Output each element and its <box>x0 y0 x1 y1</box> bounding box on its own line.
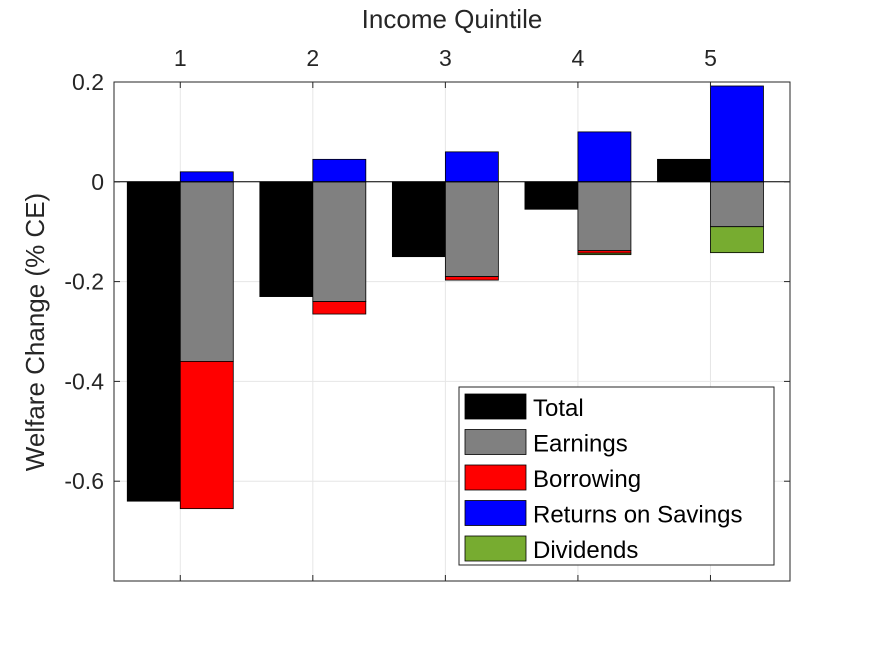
bar-returns-on-savings-q1 <box>179 171 234 183</box>
bar-returns-on-savings-q4 <box>577 131 632 183</box>
legend-swatch-earnings <box>464 429 527 455</box>
y-tick-label: 0.2 <box>72 69 104 95</box>
bar-earnings-q2 <box>312 181 367 302</box>
bar-returns-on-savings-q3 <box>444 151 499 183</box>
legend-label: Borrowing <box>533 466 641 493</box>
legend-swatch-dividends <box>464 535 527 562</box>
bar-earnings-q1 <box>179 181 234 362</box>
x-tick-label: 2 <box>306 45 319 71</box>
bar-dividends-q5 <box>710 226 764 254</box>
bar-total-q3 <box>391 181 446 258</box>
legend-label: Earnings <box>533 431 628 458</box>
y-tick-label: -0.4 <box>64 368 104 394</box>
x-tick-label: 3 <box>439 45 452 71</box>
y-tick-label: 0 <box>91 169 104 195</box>
bar-earnings-q5 <box>710 181 764 228</box>
bar-returns-on-savings-q2 <box>312 158 367 183</box>
bar-borrowing-q2 <box>312 301 367 315</box>
bar-total-q1 <box>126 181 181 502</box>
bar-earnings-q3 <box>444 181 499 278</box>
legend-swatch-total <box>464 393 527 420</box>
x-axis-title: Income Quintile <box>362 4 543 34</box>
y-tick-label: -0.6 <box>64 468 104 494</box>
legend-label: Total <box>533 395 584 422</box>
legend-swatch-returns-on-savings <box>464 500 527 526</box>
x-tick-label: 1 <box>174 45 187 71</box>
x-tick-label: 4 <box>572 45 585 71</box>
bar-dividends-q4 <box>577 252 632 256</box>
legend-swatch-borrowing <box>464 464 527 491</box>
y-tick-label: -0.2 <box>64 269 104 295</box>
x-tick-label: 5 <box>704 45 717 71</box>
plot-frame <box>113 81 791 582</box>
legend: Total Earnings Borrowing Returns on Savings… <box>458 386 775 566</box>
y-tick-labels: 0.2 0 -0.2 -0.4 -0.6 <box>64 69 790 494</box>
bar-total-q5 <box>657 158 711 183</box>
legend-label: Returns on Savings <box>533 502 742 529</box>
bar-borrowing-q1 <box>179 361 234 510</box>
bar-returns-on-savings-q5 <box>710 85 764 183</box>
y-axis-title: Welfare Change (% CE) <box>20 193 50 471</box>
bar-earnings-q4 <box>577 181 632 252</box>
bar-borrowing-q3 <box>444 276 499 281</box>
x-tick-labels: 1 2 3 4 5 <box>174 45 717 581</box>
bars <box>126 85 764 510</box>
bar-total-q2 <box>259 181 314 297</box>
bar-total-q4 <box>524 181 579 210</box>
legend-label: Dividends <box>533 537 638 564</box>
